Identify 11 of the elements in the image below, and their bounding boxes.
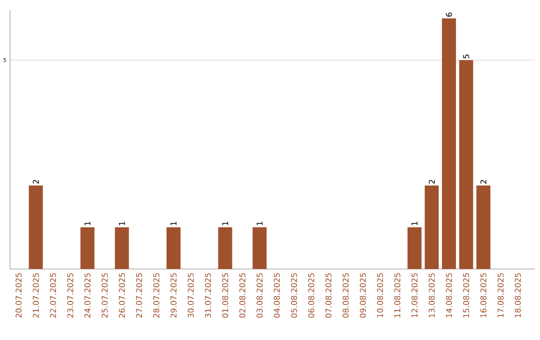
bar bbox=[424, 185, 439, 269]
bar bbox=[476, 185, 490, 269]
bar bbox=[459, 60, 474, 269]
bar bbox=[166, 227, 181, 269]
bar bbox=[218, 227, 232, 269]
bar bbox=[252, 227, 267, 269]
bar bbox=[80, 227, 94, 269]
bar bbox=[408, 227, 422, 269]
bar bbox=[28, 185, 43, 269]
bar bbox=[442, 18, 456, 269]
bar bbox=[114, 227, 129, 269]
